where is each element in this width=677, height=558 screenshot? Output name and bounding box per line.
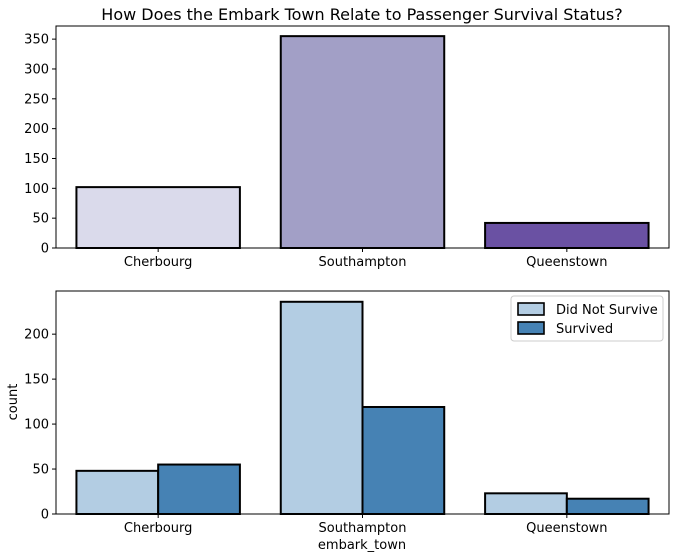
bar-queenstown-survived xyxy=(565,497,650,516)
y-tick-label: 0 xyxy=(41,242,49,257)
bar-cherbourg xyxy=(75,186,241,249)
chart-embark-town-counts: How Does the Embark Town Relate to Passe… xyxy=(24,5,670,270)
x-tick-label-queenstown: Queenstown xyxy=(526,521,607,536)
y-tick-label: 50 xyxy=(32,212,49,227)
y-tick-label: 150 xyxy=(24,152,49,167)
x-tick-label-queenstown: Queenstown xyxy=(526,255,607,270)
x-axis-ticks: Cherbourg Southampton Queenstown xyxy=(124,248,608,270)
bar-queenstown xyxy=(484,221,650,250)
bars xyxy=(75,35,650,250)
y-tick-label: 0 xyxy=(41,508,49,523)
y-tick-label: 100 xyxy=(24,182,49,197)
legend-swatch-survived xyxy=(517,321,545,335)
legend: Did Not Survive Survived xyxy=(510,295,664,342)
bar-southampton-survived xyxy=(361,405,446,516)
legend-frame xyxy=(510,295,664,342)
y-tick-label: 150 xyxy=(24,373,49,388)
x-tick-label-cherbourg: Cherbourg xyxy=(124,521,192,536)
chart-survival-by-embark-town: 0 50 100 150 200 Cherbourg Southampton Queenst… xyxy=(6,290,670,553)
bar-southampton-did-not-survive xyxy=(279,300,364,515)
y-axis-ticks: 0 50 100 150 200 xyxy=(24,328,56,523)
y-tick-label: 50 xyxy=(32,463,49,478)
x-axis-label: embark_town xyxy=(318,538,406,553)
y-tick-label: 250 xyxy=(24,92,49,107)
y-axis-label: count xyxy=(6,384,21,421)
bars xyxy=(75,300,650,516)
chart-title: How Does the Embark Town Relate to Passe… xyxy=(101,5,622,24)
x-tick-label-southampton: Southampton xyxy=(319,255,407,270)
bar-queenstown-did-not-survive xyxy=(484,492,568,515)
bar-southampton xyxy=(279,35,446,250)
x-axis-ticks: Cherbourg Southampton Queenstown xyxy=(124,514,608,536)
legend-label-survived: Survived xyxy=(556,322,613,337)
bar-cherbourg-survived xyxy=(157,463,241,515)
y-tick-label: 300 xyxy=(24,62,49,77)
y-tick-label: 200 xyxy=(24,122,49,137)
legend-label-did-not-survive: Did Not Survive xyxy=(556,303,658,318)
y-tick-label: 350 xyxy=(24,33,49,48)
x-tick-label-cherbourg: Cherbourg xyxy=(124,255,192,270)
y-axis-ticks: 0 50 100 150 200 250 300 350 xyxy=(24,33,56,257)
legend-swatch-did-not-survive xyxy=(517,302,545,316)
y-tick-label: 100 xyxy=(24,418,49,433)
bar-cherbourg-did-not-survive xyxy=(75,469,160,516)
y-tick-label: 200 xyxy=(24,328,49,343)
x-tick-label-southampton: Southampton xyxy=(319,521,407,536)
